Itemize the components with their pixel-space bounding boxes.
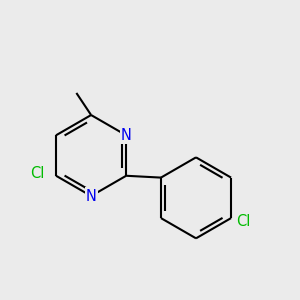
Text: Cl: Cl	[30, 167, 44, 182]
Text: N: N	[121, 128, 132, 143]
Text: N: N	[86, 188, 97, 203]
Text: Cl: Cl	[237, 214, 251, 229]
